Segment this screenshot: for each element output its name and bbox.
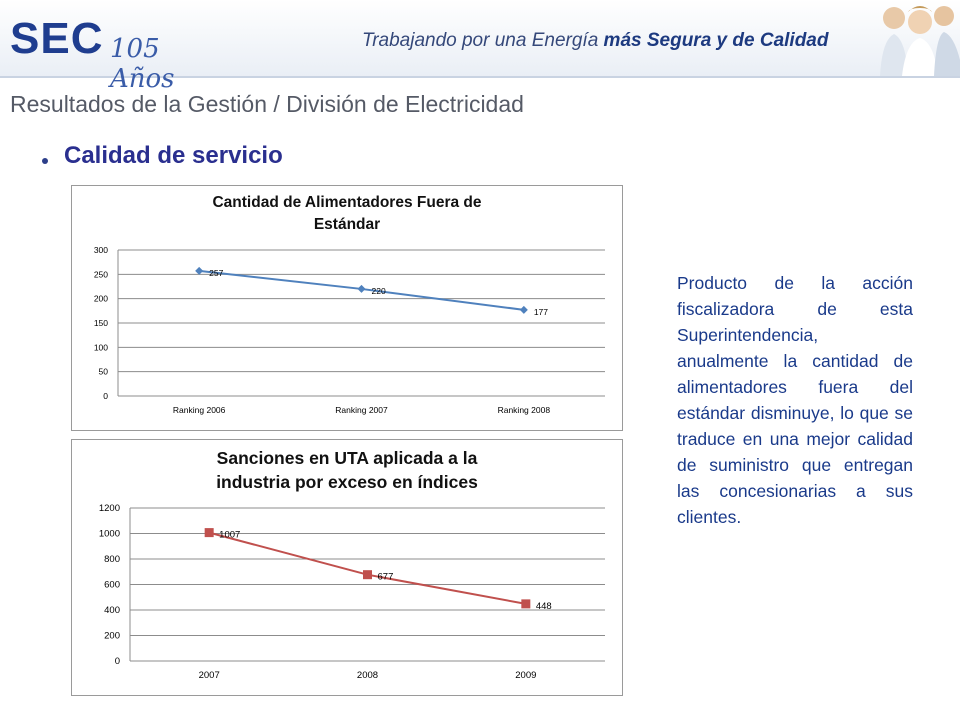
- section-title: Calidad de servicio: [64, 142, 283, 169]
- page-title: Resultados de la Gestión / División de E…: [10, 91, 524, 117]
- data-point-marker: [521, 599, 531, 609]
- tagline-bold: más Segura y de Calidad: [603, 30, 829, 51]
- y-tick-label: 250: [94, 269, 108, 279]
- logo-text: SEC: [10, 14, 104, 63]
- y-tick-label: 800: [104, 554, 120, 565]
- people-photo: [880, 6, 960, 76]
- data-point-marker: [519, 305, 528, 314]
- chart-alimentadores-svg: Cantidad de Alimentadores Fuera de Estánd…: [94, 194, 605, 415]
- header-tagline: Trabajando por una Energía más Segura y …: [362, 30, 828, 52]
- chart-title-line: Sanciones en UTA aplicada a la: [217, 448, 478, 468]
- sec-logo: SEC 105 Años: [10, 14, 220, 94]
- chart-title-line: Estándar: [314, 216, 380, 233]
- data-label: 177: [534, 307, 548, 317]
- chart-title-line: Cantidad de Alimentadores Fuera de: [212, 194, 481, 211]
- header-banner: [0, 0, 960, 78]
- chart-title-line: industria por exceso en índices: [216, 472, 478, 492]
- chart-alimentadores: Cantidad de Alimentadores Fuera de Estánd…: [71, 185, 623, 431]
- bullet-dot: [42, 158, 48, 164]
- y-tick-label: 100: [94, 342, 108, 352]
- data-label: 1007: [219, 530, 240, 541]
- y-tick-label: 150: [94, 318, 108, 328]
- data-label: 257: [209, 268, 223, 278]
- x-tick-label: Ranking 2008: [498, 405, 551, 415]
- x-tick-label: Ranking 2007: [335, 405, 388, 415]
- x-tick-label: Ranking 2006: [173, 405, 226, 415]
- header-divider: [0, 76, 960, 78]
- chart-sanciones-svg: Sanciones en UTA aplicada a la industria …: [99, 448, 605, 681]
- y-tick-label: 300: [94, 245, 108, 255]
- x-tick-label: 2007: [199, 670, 220, 681]
- logo-anniversary: 105 Años: [110, 34, 175, 94]
- y-tick-label: 600: [104, 580, 120, 591]
- data-label: 677: [378, 572, 394, 583]
- description-text: Producto de la acción fiscalizadora de e…: [677, 273, 913, 527]
- x-tick-label: 2009: [515, 670, 536, 681]
- y-tick-label: 50: [99, 367, 109, 377]
- series-line: [208, 531, 527, 605]
- data-label: 448: [536, 601, 552, 612]
- y-tick-label: 200: [94, 294, 108, 304]
- chart-sanciones: Sanciones en UTA aplicada a la industria …: [71, 439, 623, 696]
- y-tick-label: 1200: [99, 503, 120, 514]
- y-tick-label: 200: [104, 631, 120, 642]
- data-point-marker: [204, 528, 214, 538]
- y-tick-label: 1000: [99, 529, 120, 540]
- data-point-marker: [363, 570, 372, 580]
- data-point-marker: [195, 266, 204, 275]
- tagline-plain: Trabajando por una Energía: [362, 30, 604, 51]
- x-tick-label: 2008: [357, 670, 378, 681]
- y-tick-label: 0: [115, 656, 120, 667]
- data-label: 220: [372, 286, 386, 296]
- data-point-marker: [357, 284, 366, 293]
- y-tick-label: 400: [104, 605, 120, 616]
- y-tick-label: 0: [103, 391, 108, 401]
